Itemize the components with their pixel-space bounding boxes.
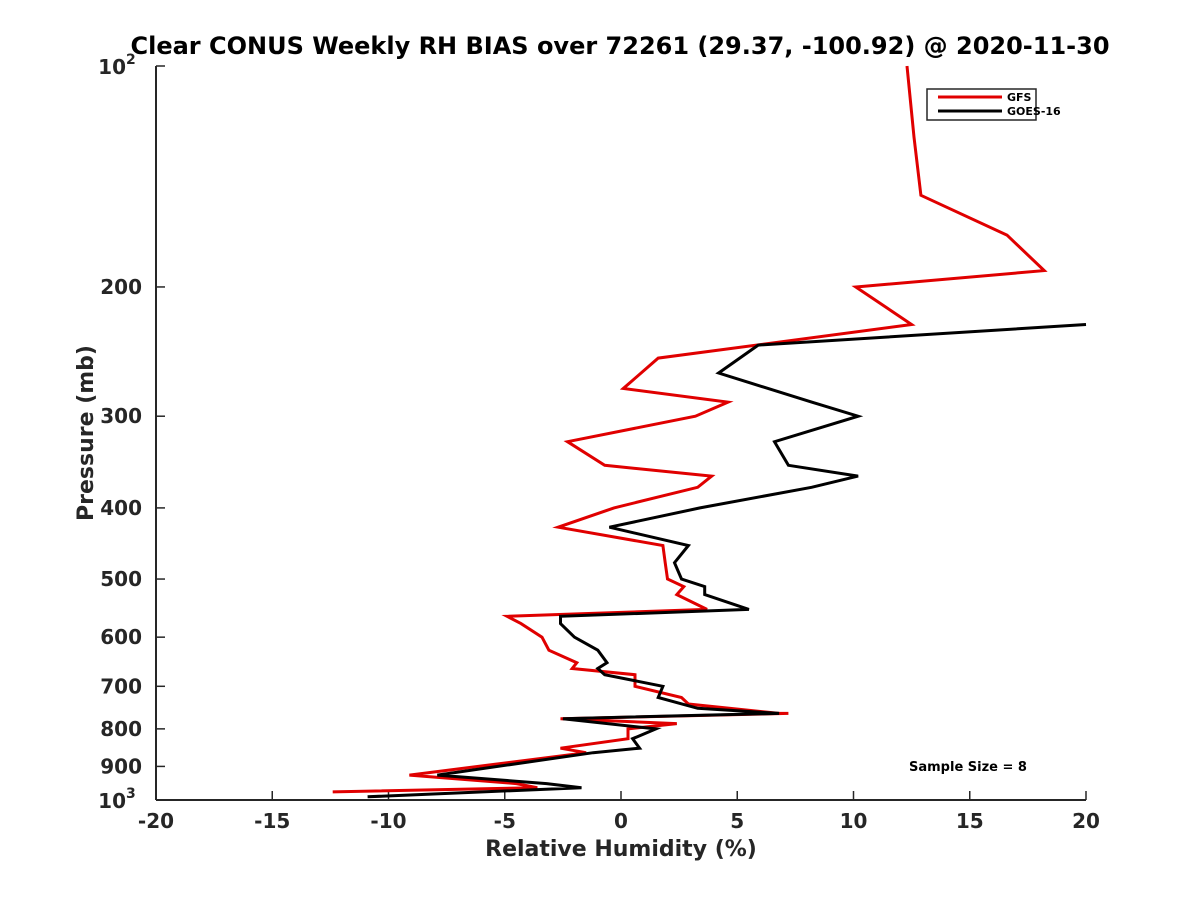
x-ticks: -20 -15 -10 -5 0 5 10 15 20 bbox=[138, 791, 1100, 833]
y-tick-label: 400 bbox=[100, 496, 142, 520]
legend-label: GOES-16 bbox=[1007, 105, 1061, 118]
series-line-gfs bbox=[332, 65, 1048, 794]
y-tick-label: 700 bbox=[100, 674, 142, 698]
y-tick-label: 200 bbox=[100, 275, 142, 299]
sample-size-annotation: Sample Size = 8 bbox=[909, 760, 1027, 775]
x-tick-label: 5 bbox=[730, 809, 744, 833]
plot-area bbox=[155, 66, 1086, 801]
y-tick-label: 10 bbox=[98, 55, 126, 79]
y-tick-label: 900 bbox=[100, 754, 142, 778]
y-tick-exponent: 3 bbox=[126, 786, 136, 802]
legend-box bbox=[926, 88, 1037, 121]
x-tick-label: 20 bbox=[1072, 809, 1100, 833]
y-axis-label: Pressure (mb) bbox=[74, 345, 99, 521]
legend-label: GFS bbox=[1007, 91, 1032, 104]
series-layer bbox=[332, 65, 1087, 799]
y-tick-label: 800 bbox=[100, 717, 142, 741]
y-tick-label: 10 bbox=[98, 789, 126, 813]
x-tick-label: -20 bbox=[138, 809, 174, 833]
chart-title: Clear CONUS Weekly RH BIAS over 72261 (2… bbox=[130, 32, 1109, 60]
x-tick-label: -15 bbox=[254, 809, 290, 833]
y-tick-exponent: 2 bbox=[126, 52, 136, 68]
x-tick-label: 15 bbox=[956, 809, 984, 833]
y-tick-label: 300 bbox=[100, 404, 142, 428]
series-line-goes-16 bbox=[367, 323, 1087, 799]
x-tick-label: 0 bbox=[614, 809, 628, 833]
y-tick-label: 600 bbox=[100, 625, 142, 649]
x-axis-label: Relative Humidity (%) bbox=[485, 837, 757, 862]
x-tick-label: 10 bbox=[840, 809, 868, 833]
x-tick-label: -5 bbox=[494, 809, 516, 833]
x-tick-label: -10 bbox=[370, 809, 406, 833]
y-tick-label: 500 bbox=[100, 567, 142, 591]
